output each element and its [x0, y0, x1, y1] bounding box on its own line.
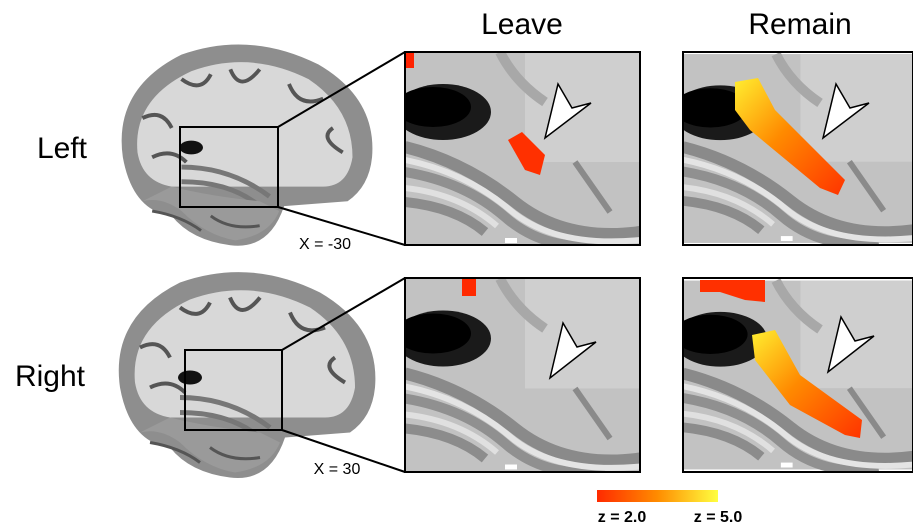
column-title: Remain — [748, 8, 851, 41]
zoom-panel — [395, 279, 640, 473]
brain-slice — [119, 272, 376, 478]
coordinate-label: X = -30 — [299, 236, 351, 253]
figure: Leave Remain Left X = -30 Right X = 30 z… — [0, 0, 913, 529]
activation — [462, 278, 476, 296]
row-label: Right — [15, 360, 86, 393]
column-title: Leave — [481, 8, 563, 41]
colorbar-max-label: z = 5.0 — [694, 509, 743, 526]
brain-slice — [122, 44, 373, 245]
colorbar — [597, 490, 718, 502]
activation — [405, 52, 414, 68]
colorbar-min-label: z = 2.0 — [598, 509, 647, 526]
row-label: Left — [37, 132, 88, 165]
coordinate-label: X = 30 — [314, 461, 361, 478]
